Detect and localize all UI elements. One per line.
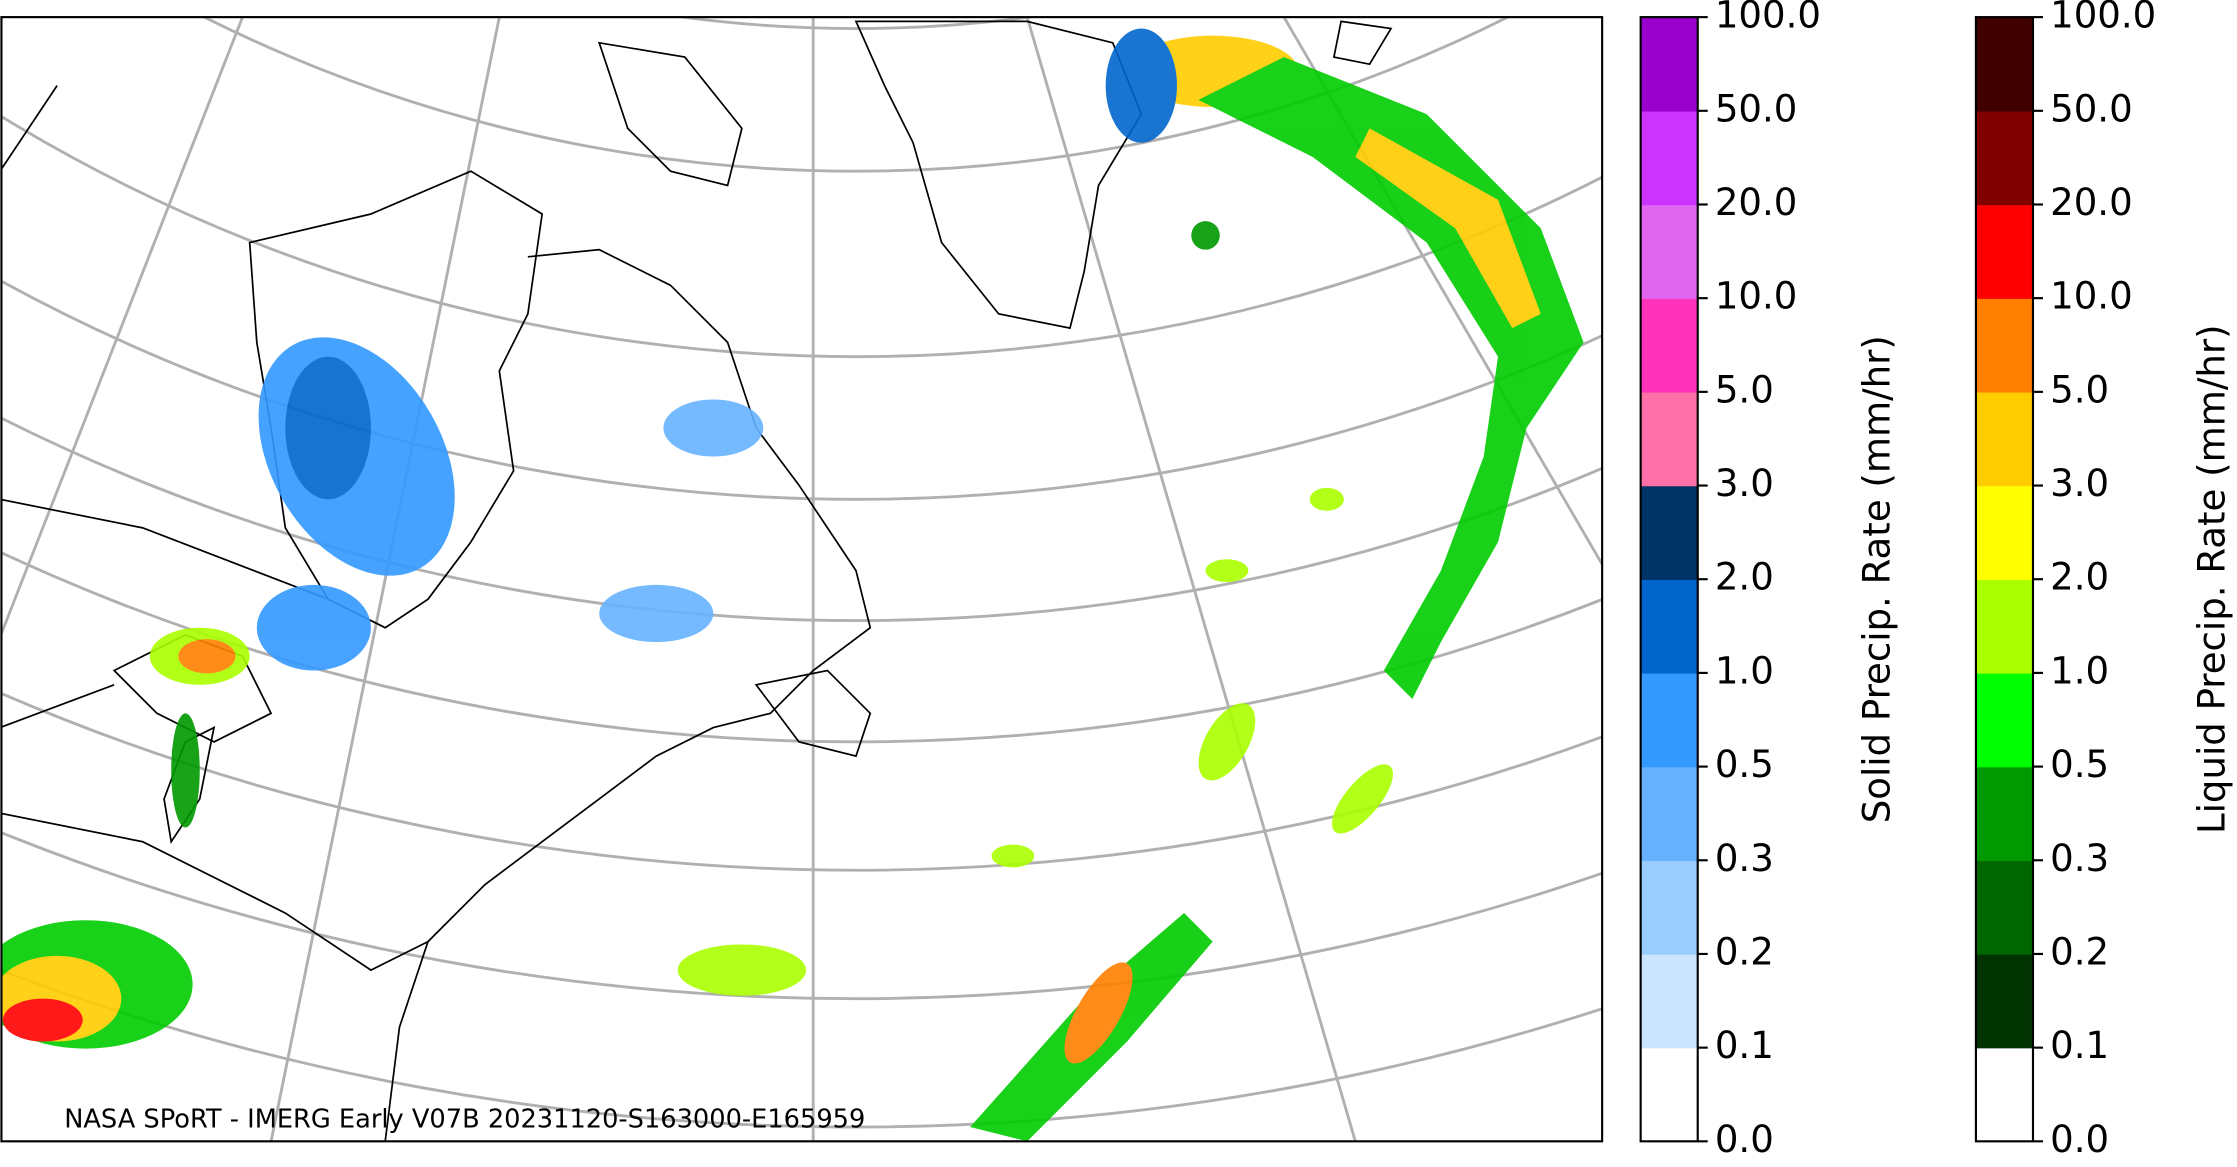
colorbars: 0.0 0.1 0.2 0.3 0.5 1.0 2.0 3.0 5.0 10.0 20.0 50.0 1… [1639,0,2234,1161]
tick-label: 3.0 [2050,462,2109,505]
map-frame [0,16,1604,1143]
color-swatch [1640,485,1698,580]
color-swatch [1640,579,1698,674]
color-swatch [1640,110,1698,206]
tick-label: 10.0 [1715,275,1798,318]
tick-label: 0.2 [1715,930,1774,973]
color-swatch [1975,1047,2033,1143]
color-swatch [1975,17,2033,112]
color-swatch [1975,579,2033,674]
tick-label: 2.0 [2050,556,2109,599]
color-swatch [1640,766,1698,861]
graticule [1,17,1603,1142]
tick-label: 0.2 [2050,930,2109,973]
tick-label: 0.3 [2050,837,2109,880]
tick-label: 100.0 [2050,0,2156,37]
tick-label: 50.0 [1715,87,1798,130]
color-swatch [1975,298,2033,393]
color-swatch [1975,860,2033,955]
tick-label: 50.0 [2050,87,2133,130]
tick-label: 0.0 [2050,1118,2109,1161]
tick-label: 0.1 [1715,1024,1774,1067]
color-swatch [1640,17,1698,112]
color-swatch [1975,953,2033,1049]
color-swatch [1640,204,1698,299]
precipitation [1,28,1584,1142]
tick-label: 0.1 [2050,1024,2109,1067]
color-swatch [1640,953,1698,1049]
color-swatch [1975,485,2033,580]
credit: NASA SPoRT - IMERG Early V07B 20231120-S… [64,1104,865,1134]
tick-label: 3.0 [1715,462,1774,505]
color-swatch [1975,672,2033,768]
color-swatch [1640,391,1698,487]
tick-label: 0.5 [2050,743,2109,786]
tick-label: 0.5 [1715,743,1774,786]
color-swatch [1640,298,1698,393]
tick-label: 1.0 [2050,649,2109,692]
colorbar-label: Solid Precip. Rate (mm/hr) [1855,335,1898,823]
tick-label: 20.0 [2050,181,2133,224]
color-swatch [1640,672,1698,768]
tick-label: 0.3 [1715,837,1774,880]
color-swatch [1975,204,2033,299]
color-swatch [1975,391,2033,487]
map: NASA SPoRT - IMERG Early V07B 20231120-S… [1,17,1603,1142]
color-swatch [1975,110,2033,206]
color-swatch [1640,860,1698,955]
color-swatch [1975,766,2033,861]
tick-label: 2.0 [1715,556,1774,599]
tick-label: 10.0 [2050,275,2133,318]
tick-label: 5.0 [1715,368,1774,411]
colorbar-label: Liquid Precip. Rate (mm/hr) [2191,324,2234,834]
tick-label: 20.0 [1715,181,1798,224]
tick-label: 0.0 [1715,1118,1774,1161]
color-swatch [1640,1047,1698,1143]
tick-label: 100.0 [1715,0,1821,37]
tick-label: 1.0 [1715,649,1774,692]
tick-label: 5.0 [2050,368,2109,411]
